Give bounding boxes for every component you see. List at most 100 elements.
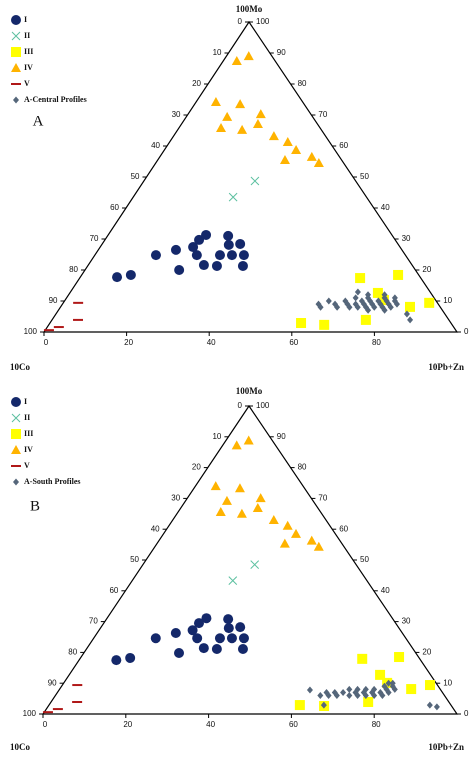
data-point [243,51,254,61]
data-point [325,692,332,700]
data-point [433,703,440,711]
data-point [362,685,369,693]
right-tick-label: 60 [339,524,348,533]
data-point [354,288,361,296]
right-tick-label: 60 [339,141,348,150]
bottom-tick-label: 40 [206,720,215,729]
right-axis-title: 10Pb+Zn [428,742,464,752]
right-tick-label: 50 [360,555,369,564]
data-point [424,680,435,691]
right-tick-label: 10 [443,678,452,687]
data-point [174,648,185,659]
bottom-tick-label: 0 [44,338,49,347]
data-point [391,685,398,693]
data-point [238,633,249,644]
data-point [198,643,209,654]
data-point [221,495,232,505]
data-point [426,701,433,709]
data-point [365,306,372,314]
data-point [150,633,161,644]
right-tick-label: 0 [464,327,469,336]
data-point [346,303,353,311]
bottom-tick-label: 80 [372,720,381,729]
data-point [354,692,361,700]
left-axis-title: 10Co [10,362,30,372]
left-tick-label: 70 [89,617,98,626]
top-axis-title: 100Mo [236,4,263,14]
data-point [170,627,181,638]
panel-label: B [30,498,40,514]
legend-marker [11,413,21,423]
legend-label: III [24,429,33,438]
left-tick-label: 100 [24,327,38,336]
data-point [255,109,266,119]
left-tick-label: 30 [172,110,181,119]
right-tick-label: 30 [402,234,411,243]
left-tick-label: 10 [213,48,222,57]
data-point [111,655,122,666]
data-point [393,300,400,308]
left-tick-label: 50 [130,555,139,564]
data-point [237,644,248,655]
data-point [385,679,392,687]
bottom-tick-label: 60 [289,338,298,347]
data-point [394,652,405,663]
data-point [215,506,226,516]
data-point [125,269,136,280]
data-point [360,314,371,325]
data-point [268,131,279,141]
data-point [372,287,383,298]
data-point [313,541,324,551]
data-point [112,272,123,283]
data-point [296,318,307,329]
data-point [228,192,238,202]
data-point [228,576,238,585]
left-tick-label: 60 [109,586,118,595]
left-tick-label: 80 [69,265,78,274]
bottom-tick-label: 20 [124,338,133,347]
left-tick-label: 0 [238,17,243,26]
data-point [306,151,317,161]
data-point [216,123,227,133]
right-tick-label: 100 [256,401,270,410]
data-point [125,652,136,663]
data-point [363,696,374,707]
data-point [387,303,394,311]
right-tick-label: 20 [422,265,431,274]
left-tick-label: 40 [151,524,160,533]
legend-marker [13,96,19,104]
data-point [379,692,386,700]
data-point [252,118,263,128]
data-point [231,56,242,66]
data-point [211,644,222,655]
data-point [237,124,248,134]
data-point [354,685,361,693]
legend-label: A-South Profiles [24,477,81,486]
data-point [198,260,209,271]
right-tick-label: 80 [298,79,307,88]
data-point [340,688,347,696]
data-point [238,250,249,261]
bottom-tick-label: 20 [123,720,132,729]
data-point [313,158,324,168]
bottom-tick-label: 80 [372,338,381,347]
left-tick-label: 0 [238,401,243,410]
data-point [403,310,410,318]
data-point [424,297,435,308]
data-point [333,692,340,700]
bottom-tick-label: 40 [207,338,216,347]
legend-label: V [24,461,30,470]
data-point [223,623,234,634]
data-point [194,234,205,245]
data-point [391,294,398,302]
data-point [291,145,302,155]
data-point [201,613,212,624]
data-point [355,273,366,284]
triangle-frame [42,20,459,333]
legend-marker [11,445,21,454]
bottom-tick-label: 0 [43,720,48,729]
data-point [211,260,222,271]
data-point [352,294,359,302]
data-point [346,685,353,693]
data-point [234,483,245,493]
